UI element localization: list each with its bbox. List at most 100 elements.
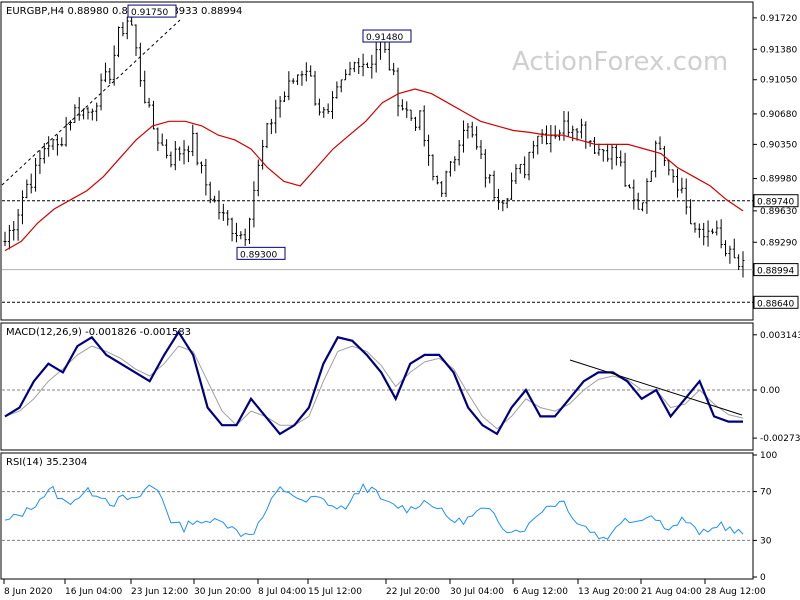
macd-tick-label: 0.003143 <box>760 331 800 341</box>
ohlc-bar <box>396 67 400 117</box>
ohlc-bar <box>335 81 339 99</box>
ohlc-bar <box>82 108 86 120</box>
ohlc-bar <box>531 140 535 159</box>
ohlc-bar <box>697 223 701 238</box>
moving-average-line <box>4 88 744 252</box>
low-label: 0.88640 <box>757 299 794 309</box>
ohlc-bar <box>710 228 714 235</box>
ohlc-bar <box>230 217 234 242</box>
time-axis: 8 Jun 2020 16 Jun 04:00 23 Jun 12:00 30 Jun… <box>3 579 766 597</box>
macd-main-line <box>4 329 743 436</box>
ohlc-bar <box>737 254 741 271</box>
support-label: 0.89740 <box>757 198 794 208</box>
ohlc-bar <box>221 203 225 221</box>
rsi-header: RSI(14) 35.2304 <box>6 457 87 468</box>
ohlc-bar <box>86 106 90 120</box>
ohlc-bar <box>278 96 282 118</box>
ohlc-bar <box>523 156 527 179</box>
ohlc-bar <box>73 104 77 123</box>
price-grid-lines <box>2 200 753 303</box>
price-panel-frame <box>0 1 754 321</box>
ohlc-bar <box>282 91 286 103</box>
ohlc-bar <box>514 164 518 185</box>
ohlc-bar <box>55 134 59 156</box>
ohlc-bar <box>422 105 426 147</box>
ohlc-bar <box>641 202 645 212</box>
price-tick-label: 0.91380 <box>760 45 797 55</box>
ohlc-bar <box>296 74 300 86</box>
ohlc-bar <box>365 62 369 69</box>
ohlc-bar <box>706 220 710 247</box>
ohlc-bar <box>269 118 273 135</box>
price-tick-label: 0.89980 <box>760 175 797 185</box>
ohlc-bar <box>29 173 33 194</box>
ohlc-bar <box>483 149 487 188</box>
price-header: EURGBP,H4 0.88980 0.89076 0.88933 0.8899… <box>6 6 242 17</box>
time-tick-label: 15 Jul 12:00 <box>308 587 362 597</box>
low-label-box <box>753 295 799 309</box>
price-annotations: 0.91750 0.91480 0.89300 <box>127 4 412 260</box>
macd-axis: 0.003143 0.00 -0.002737 <box>753 331 800 444</box>
ohlc-bar <box>130 17 134 26</box>
price-tick-label: 0.89630 <box>760 207 797 217</box>
ohlc-bar <box>448 161 452 177</box>
ohlc-bar <box>20 190 24 225</box>
ohlc-bar <box>527 151 531 181</box>
ohlc-bar <box>60 137 64 147</box>
ohlc-bar <box>248 217 252 244</box>
time-tick-label: 8 Jun 2020 <box>4 587 53 597</box>
price-bars <box>3 16 745 278</box>
ohlc-bar <box>724 240 728 257</box>
ohlc-bar <box>138 42 142 87</box>
ohlc-bar <box>593 136 597 155</box>
ohlc-bar <box>684 178 688 215</box>
ohlc-bar <box>470 121 474 138</box>
ohlc-bar <box>475 126 479 150</box>
ohlc-bar <box>623 152 627 187</box>
ohlc-bar <box>300 70 304 86</box>
ohlc-bar <box>348 61 352 76</box>
time-tick-label: 22 Jul 20:00 <box>386 587 440 597</box>
annotation-label: 0.91480 <box>366 33 403 43</box>
ohlc-bar <box>121 22 125 37</box>
ohlc-bar <box>151 100 155 130</box>
ohlc-bar <box>291 78 295 84</box>
ohlc-bar <box>313 70 317 106</box>
ohlc-bar <box>387 42 391 71</box>
ohlc-bar <box>689 199 693 225</box>
ohlc-bar <box>252 181 256 228</box>
rsi-line <box>4 483 744 540</box>
price-axis: 0.91720 0.91380 0.91050 0.90680 0.90350 0.899… <box>753 14 799 309</box>
ohlc-bar <box>370 54 374 79</box>
ohlc-bar <box>331 91 335 119</box>
ohlc-bar <box>649 170 653 183</box>
ohlc-bar <box>601 148 605 162</box>
rsi-panel-frame <box>0 452 754 580</box>
ohlc-bar <box>112 45 116 86</box>
ohlc-bar <box>741 251 745 278</box>
ohlc-bar <box>156 127 160 152</box>
last-price-box <box>753 263 799 277</box>
macd-trendline <box>569 359 743 416</box>
ohlc-bar <box>309 65 313 77</box>
ohlc-bar <box>117 26 121 58</box>
time-tick-label: 30 Jun 20:00 <box>194 587 251 597</box>
ohlc-bar <box>466 122 470 139</box>
ohlc-bar <box>95 102 99 122</box>
ohlc-bar <box>418 110 422 131</box>
ohlc-bar <box>610 144 614 170</box>
ohlc-bar <box>488 174 492 184</box>
ohlc-bar <box>274 99 278 134</box>
macd-tick-label: -0.002737 <box>760 434 800 444</box>
ohlc-bar <box>566 111 570 137</box>
trendline-dotted <box>1 19 181 186</box>
ohlc-bar <box>77 97 81 121</box>
rsi-tick-label: 70 <box>760 488 772 498</box>
ohlc-bar <box>34 157 38 192</box>
ohlc-bar <box>64 117 68 147</box>
ohlc-bar <box>143 70 147 104</box>
macd-header: MACD(12,26,9) -0.001826 -0.001583 <box>6 327 191 338</box>
price-tick-label: 0.90350 <box>760 140 797 150</box>
ohlc-bar <box>597 143 601 156</box>
ohlc-bar <box>16 209 20 241</box>
